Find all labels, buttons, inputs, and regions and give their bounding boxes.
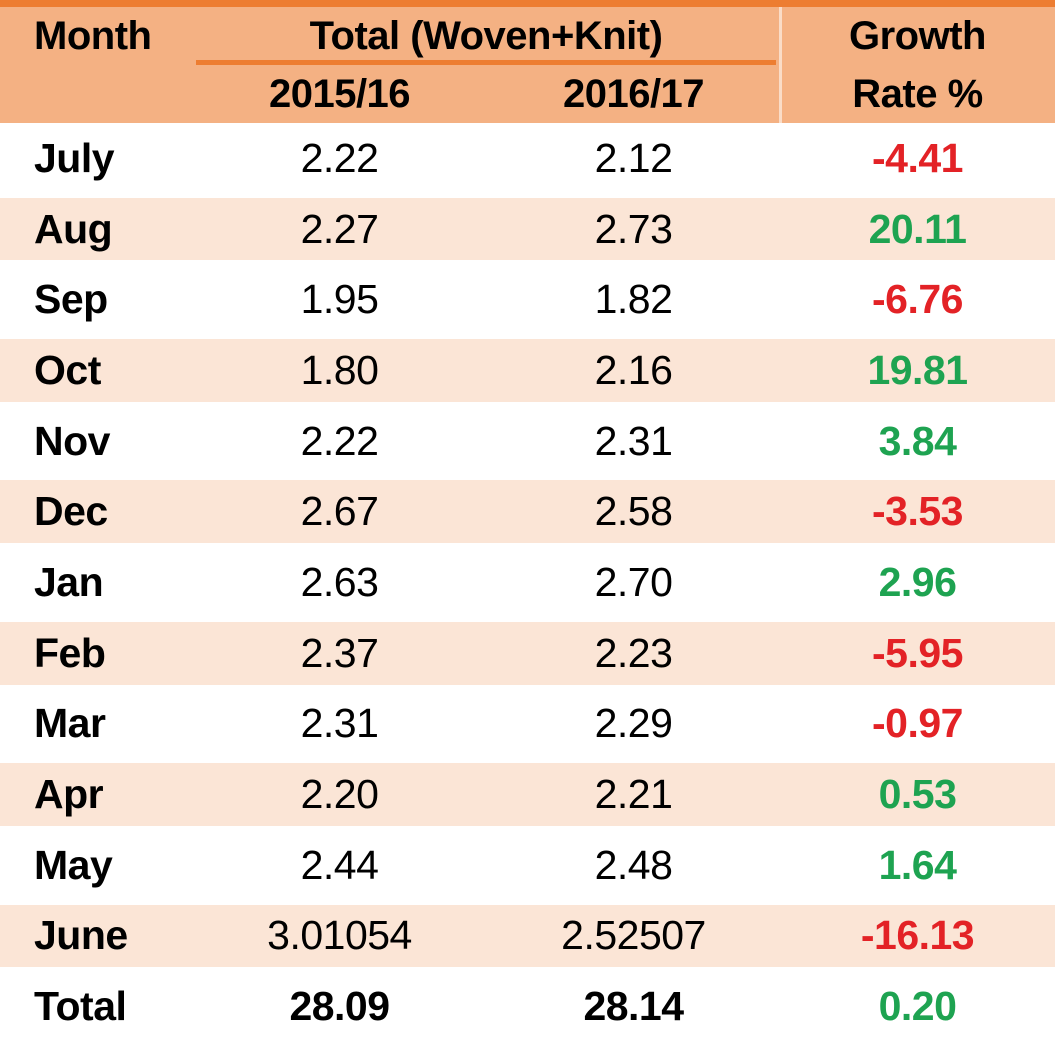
growth-rate-cell: -4.41 <box>872 134 963 181</box>
header-column-separator <box>779 7 782 123</box>
growth-rate-cell: 0.53 <box>878 771 957 818</box>
header-month: Month <box>34 13 152 58</box>
growth-rate-cell: 1.64 <box>878 841 957 888</box>
growth-rate-cell: 3.84 <box>878 417 957 464</box>
value-2015-16-cell: 1.80 <box>300 346 379 393</box>
value-2016-17-cell: 2.48 <box>594 841 673 888</box>
table-row: Nov 2.22 2.31 3.84 <box>0 406 1055 477</box>
value-2016-17-cell: 2.23 <box>594 629 673 676</box>
growth-rate-cell: 2.96 <box>878 558 957 605</box>
value-2015-16-cell: 2.20 <box>300 771 379 818</box>
value-2016-17-cell: 2.58 <box>594 488 673 535</box>
value-2016-17-cell: 1.82 <box>594 276 673 323</box>
month-cell: Nov <box>34 417 110 464</box>
growth-rate-cell: -0.97 <box>872 700 963 747</box>
value-2015-16-cell: 3.01054 <box>267 912 412 959</box>
month-cell: Oct <box>34 346 101 393</box>
table-row: Jan 2.63 2.70 2.96 <box>0 547 1055 618</box>
value-2016-17-cell: 2.29 <box>594 700 673 747</box>
value-2016-17-cell: 28.14 <box>583 983 684 1030</box>
table-top-border <box>0 0 1055 7</box>
value-2016-17-cell: 2.70 <box>594 558 673 605</box>
month-cell: Aug <box>34 205 113 252</box>
table-row: Mar 2.31 2.29 -0.97 <box>0 689 1055 760</box>
growth-rate-cell: -16.13 <box>860 912 975 959</box>
growth-rate-cell: 0.20 <box>878 983 957 1030</box>
growth-rate-cell: 19.81 <box>867 346 968 393</box>
table-row: Dec 2.67 2.58 -3.53 <box>0 476 1055 548</box>
month-cell: June <box>34 912 128 959</box>
value-2015-16-cell: 2.31 <box>300 700 379 747</box>
header-year-2016-17: 2016/17 <box>562 71 705 116</box>
value-2015-16-cell: 1.95 <box>300 276 379 323</box>
month-cell: Sep <box>34 276 108 323</box>
value-2015-16-cell: 2.63 <box>300 558 379 605</box>
header-group-total-woven-knit: Total (Woven+Knit) <box>309 13 663 58</box>
growth-rate-cell: -5.95 <box>872 629 963 676</box>
table-header: Month Total (Woven+Knit) Growth 2015/16 … <box>0 7 1055 123</box>
value-2015-16-cell: 2.22 <box>300 417 379 464</box>
total-row: Total 28.09 28.14 0.20 <box>0 971 1055 1042</box>
header-growth-line2: Rate % <box>852 71 983 116</box>
value-2015-16-cell: 2.27 <box>300 205 379 252</box>
month-cell: Total <box>34 983 127 1030</box>
table-row: June 3.01054 2.52507 -16.13 <box>0 900 1055 972</box>
month-cell: Apr <box>34 771 104 818</box>
value-2016-17-cell: 2.31 <box>594 417 673 464</box>
header-row-2: 2015/16 2016/17 Rate % <box>0 65 1055 123</box>
month-cell: May <box>34 841 113 888</box>
table-row: Feb 2.37 2.23 -5.95 <box>0 617 1055 689</box>
header-row-1: Month Total (Woven+Knit) Growth <box>0 7 1055 65</box>
month-cell: Dec <box>34 488 108 535</box>
value-2016-17-cell: 2.12 <box>594 134 673 181</box>
month-cell: Mar <box>34 700 106 747</box>
table-row: Aug 2.27 2.73 20.11 <box>0 193 1055 265</box>
table-row: Sep 1.95 1.82 -6.76 <box>0 264 1055 335</box>
table-row: Apr 2.20 2.21 0.53 <box>0 759 1055 830</box>
table-body: July 2.22 2.12 -4.41 Aug 2.27 2.73 20.11 Sep 1.95… <box>0 123 1055 1042</box>
value-2015-16-cell: 2.37 <box>300 629 379 676</box>
value-2015-16-cell: 2.22 <box>300 134 379 181</box>
value-2015-16-cell: 2.44 <box>300 841 379 888</box>
month-cell: Feb <box>34 629 106 676</box>
growth-rate-cell: 20.11 <box>868 205 967 252</box>
header-year-2015-16: 2015/16 <box>268 71 411 116</box>
table-row: July 2.22 2.12 -4.41 <box>0 123 1055 194</box>
table-row: Oct 1.80 2.16 19.81 <box>0 335 1055 406</box>
table-row: May 2.44 2.48 1.64 <box>0 830 1055 901</box>
header-growth-line1: Growth <box>849 13 986 58</box>
value-2016-17-cell: 2.16 <box>594 346 673 393</box>
value-2015-16-cell: 28.09 <box>289 983 390 1030</box>
group-underline <box>196 60 776 65</box>
month-cell: July <box>34 134 115 181</box>
value-2016-17-cell: 2.52507 <box>561 912 706 959</box>
growth-rate-cell: -6.76 <box>872 276 963 323</box>
value-2015-16-cell: 2.67 <box>300 488 379 535</box>
value-2016-17-cell: 2.21 <box>594 771 673 818</box>
value-2016-17-cell: 2.73 <box>594 205 673 252</box>
growth-rate-cell: -3.53 <box>872 488 963 535</box>
month-cell: Jan <box>34 558 104 605</box>
